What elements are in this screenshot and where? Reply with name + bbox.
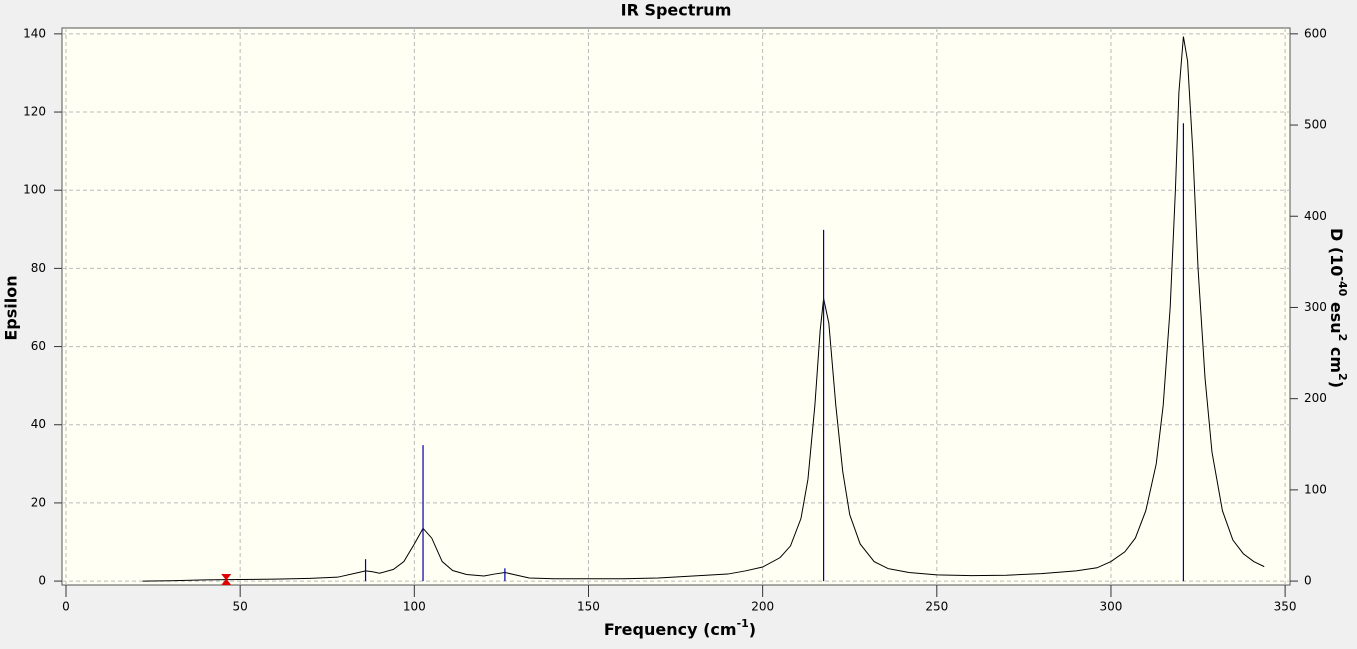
- label-part: D (10: [1328, 228, 1347, 276]
- label-part: Frequency (cm: [604, 620, 737, 639]
- y-tick-label: 80: [31, 261, 46, 275]
- y-tick-label: 20: [31, 495, 46, 509]
- marker: [221, 574, 232, 586]
- y2-tick-label: 600: [1304, 26, 1327, 40]
- y2-tick-label: 400: [1304, 209, 1327, 223]
- x-tick-label: 50: [233, 600, 248, 614]
- y-tick-label: 120: [23, 105, 46, 119]
- label-part: ): [1328, 381, 1347, 388]
- label-part: ): [749, 620, 756, 639]
- x-tick-label: 200: [751, 600, 774, 614]
- x-tick-label: 350: [1274, 600, 1297, 614]
- y-axis-label: Epsilon: [2, 275, 21, 340]
- y2-tick-label: 500: [1304, 118, 1327, 132]
- superscript: 2: [1337, 334, 1350, 342]
- x-axis-label: Frequency (cm-1): [604, 617, 756, 639]
- y2-tick-label: 300: [1304, 300, 1327, 314]
- spectrum-line: [142, 36, 1265, 582]
- x-tick-label: 0: [62, 600, 70, 614]
- y2-tick-label: 200: [1304, 391, 1327, 405]
- x-tick-label: 300: [1100, 600, 1123, 614]
- y-tick-label: 40: [31, 417, 46, 431]
- y-tick-label: 140: [23, 26, 46, 40]
- y-tick-label: 100: [23, 183, 46, 197]
- y-tick-label: 0: [38, 574, 46, 588]
- y-tick-label: 60: [31, 339, 46, 353]
- x-tick-label: 250: [925, 600, 948, 614]
- chart-title: IR Spectrum: [621, 1, 732, 20]
- x-tick-label: 150: [577, 600, 600, 614]
- y2-tick-label: 0: [1304, 574, 1312, 588]
- plot-area: [61, 27, 1291, 586]
- label-part: cm: [1328, 341, 1347, 373]
- superscript: -1: [737, 617, 749, 630]
- y2-tick-label: 100: [1304, 482, 1327, 496]
- label-part: esu: [1328, 296, 1347, 333]
- x-tick-label: 100: [403, 600, 426, 614]
- superscript: -40: [1337, 276, 1350, 296]
- superscript: 2: [1337, 373, 1350, 381]
- y2-axis-label: D (10-40 esu2 cm2): [1328, 228, 1350, 388]
